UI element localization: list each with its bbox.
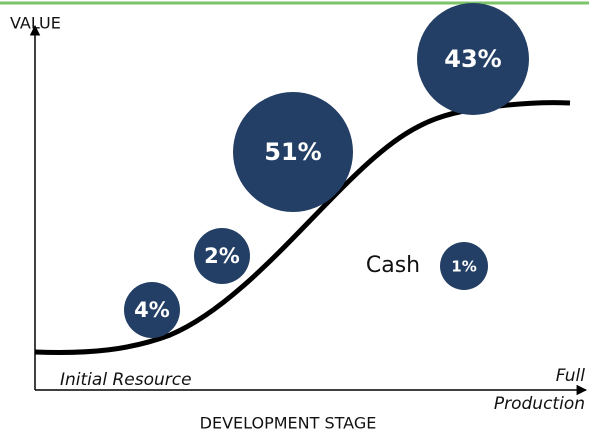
- y-axis-label: VALUE: [10, 14, 61, 33]
- x-axis-label: DEVELOPMENT STAGE: [200, 414, 377, 433]
- x-start-label: Initial Resource: [60, 370, 192, 390]
- bubble-label: 51%: [264, 138, 321, 166]
- bubble: [440, 242, 488, 290]
- cash-label: Cash: [366, 253, 420, 278]
- bubble: [417, 3, 529, 115]
- bubble-label: 1%: [451, 258, 476, 276]
- bubble: [233, 92, 353, 212]
- bubble: [194, 228, 250, 284]
- bubble-label: 2%: [204, 244, 240, 268]
- x-end-label: Production: [494, 394, 585, 414]
- bubble-label: 43%: [444, 45, 501, 73]
- bubble: [124, 282, 180, 338]
- bubble-label: 4%: [134, 298, 170, 322]
- x-end-label: Full: [556, 366, 586, 386]
